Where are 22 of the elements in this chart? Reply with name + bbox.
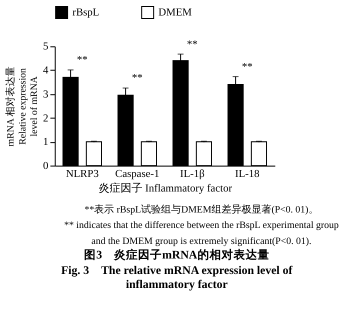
y-tick-label: 4 (43, 64, 50, 77)
text: Fig. 3 The relative mRNA expression level of inflammatory factor (61, 264, 294, 291)
x-tick-label: NLRP3 (66, 168, 99, 180)
legend-label: rBspL (72, 6, 100, 18)
text: **表示 rBspL试验组与DMEM组差异极显著(P<0. 01)。 (84, 204, 318, 216)
y-tick-label: 0 (43, 160, 48, 172)
x-tick-label: Caspase-1 (115, 168, 160, 180)
annotation: ** (242, 60, 253, 73)
x-axis-title: 炎症因子 Inflammatory factor (98, 182, 232, 195)
annotation: ** (76, 54, 88, 66)
annotation: ** (186, 38, 198, 50)
x-tick-label: IL-18 (235, 168, 260, 180)
y-tick-label: 3 (43, 88, 48, 100)
annotation: ** (132, 72, 143, 84)
y-tick-label: 1 (43, 136, 48, 148)
text: ** indicates that the difference between the rBspL experimental group and the DMEM group is extremely significant(P<0. 01). (64, 220, 339, 247)
y-tick-label: 2 (43, 112, 48, 124)
x-tick-label: IL-1β (180, 168, 206, 180)
text: 图3 炎症因子mRNA的相对表达量 (84, 247, 270, 262)
legend-label: DMEM (158, 6, 192, 18)
y-tick-label: 5 (43, 40, 48, 53)
y-axis-title: mRNA 相对表达量 Relative expression level of mRNA (4, 66, 40, 146)
